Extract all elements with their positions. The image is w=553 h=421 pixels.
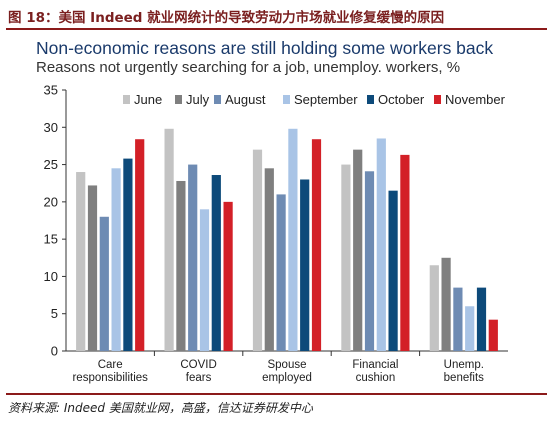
- bar-september: [199, 209, 210, 351]
- source-rule: [6, 393, 547, 395]
- bar-september: [465, 306, 475, 351]
- bar-november: [135, 139, 145, 351]
- bar-august: [188, 164, 198, 351]
- bar-july: [353, 149, 363, 351]
- caption-rule: [6, 28, 547, 30]
- bar-august: [453, 287, 463, 351]
- legend-swatch-august: [214, 95, 221, 104]
- bar-october: [388, 190, 398, 351]
- bar-october: [123, 158, 133, 351]
- bar-november: [400, 154, 410, 351]
- chart-title: Non-economic reasons are still holding s…: [36, 38, 494, 58]
- figure-caption: 图 18：美国 Indeed 就业网统计的导致劳动力市场就业修复缓慢的原因: [8, 10, 445, 26]
- x-category-label: COVID: [180, 359, 216, 371]
- bar-july: [176, 180, 186, 351]
- bar-august: [99, 216, 109, 351]
- bar-october: [300, 179, 310, 351]
- bar-june: [341, 164, 351, 351]
- bar-october: [476, 287, 487, 351]
- y-tick-label: 35: [44, 83, 58, 98]
- bar-june: [164, 128, 174, 351]
- x-category-label: Care: [98, 359, 123, 371]
- x-category-label: responsibilities: [72, 372, 148, 384]
- legend-swatch-october: [367, 95, 374, 104]
- bar-july: [441, 257, 451, 351]
- bar-november: [223, 201, 233, 351]
- y-tick-label: 15: [44, 232, 58, 247]
- x-category-label: employed: [262, 372, 312, 384]
- x-category-label: cushion: [356, 372, 396, 384]
- bar-september: [288, 128, 298, 351]
- bar-august: [276, 194, 286, 351]
- bar-june: [76, 172, 86, 351]
- bar-july: [264, 168, 274, 351]
- legend-swatch-july: [175, 95, 182, 104]
- legend-swatch-november: [434, 95, 441, 104]
- bar-september: [111, 168, 121, 351]
- legend-label-september: September: [294, 92, 358, 107]
- x-category-label: fears: [186, 372, 212, 384]
- y-tick-label: 0: [51, 344, 58, 359]
- y-tick-label: 25: [44, 157, 58, 172]
- legend-label-august: August: [225, 92, 266, 107]
- x-category-label: Unemp.: [444, 359, 484, 371]
- source-note: 资料来源: Indeed 美国就业网，高盛，信达证券研发中心: [8, 401, 313, 415]
- legend-label-november: November: [445, 92, 506, 107]
- x-category-label: benefits: [444, 372, 485, 384]
- legend-swatch-september: [283, 95, 290, 104]
- bar-july: [87, 185, 98, 351]
- bar-august: [364, 171, 375, 351]
- bar-june: [252, 149, 263, 351]
- y-tick-label: 30: [44, 120, 58, 135]
- legend-swatch-june: [123, 95, 130, 104]
- chart-subtitle: Reasons not urgently searching for a job…: [36, 59, 461, 76]
- legend-label-october: October: [378, 92, 425, 107]
- bar-november: [311, 139, 322, 351]
- legend-label-june: June: [134, 92, 162, 107]
- bar-september: [376, 138, 386, 351]
- y-tick-label: 20: [44, 194, 58, 209]
- bar-november: [488, 319, 498, 351]
- bar-october: [211, 175, 221, 351]
- x-category-label: Financial: [352, 359, 398, 371]
- bar-june: [429, 265, 439, 351]
- x-category-label: Spouse: [267, 359, 306, 371]
- y-tick-label: 10: [44, 269, 58, 284]
- y-tick-label: 5: [51, 306, 58, 321]
- legend-label-july: July: [186, 92, 210, 107]
